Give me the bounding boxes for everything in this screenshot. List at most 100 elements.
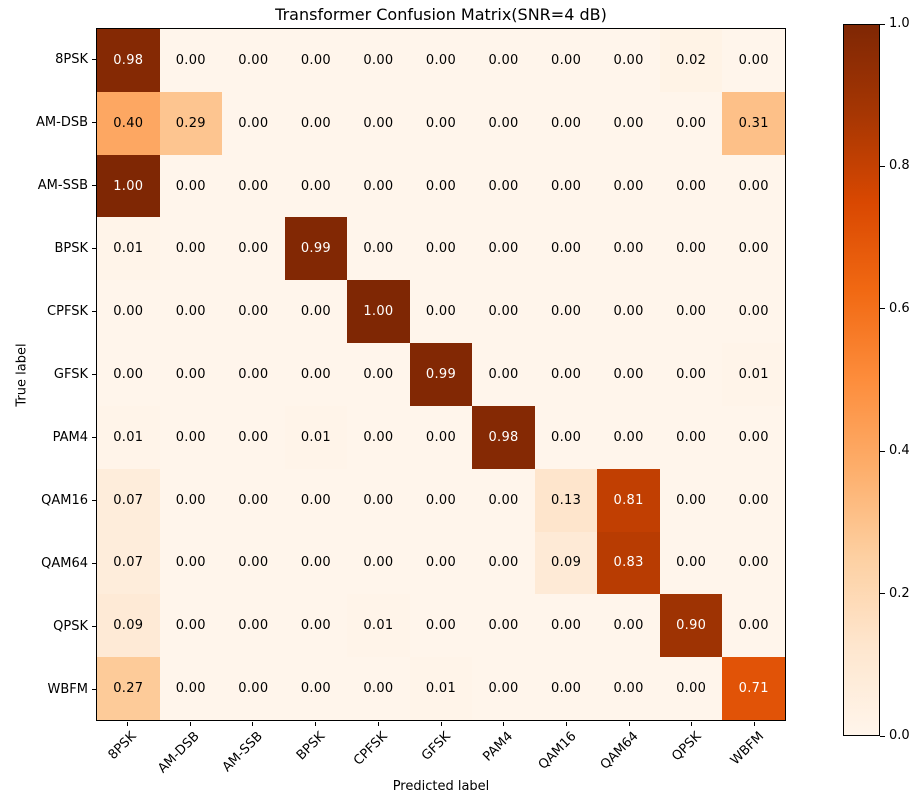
matrix-cell-AM-DSB-AM-SSB: 0.00: [222, 91, 285, 155]
matrix-cell-QPSK-BPSK: 0.00: [284, 594, 348, 658]
x-tick-label-GFSK: GFSK: [418, 729, 454, 764]
x-tick-mark: [691, 722, 693, 726]
matrix-cell-AM-SSB-8PSK: 1.00: [97, 154, 160, 218]
matrix-cell-QAM16-QAM64: 0.81: [597, 468, 660, 532]
colorbar-tick-mark: [880, 23, 885, 25]
matrix-cell-QAM64-WBFM: 0.00: [722, 531, 785, 595]
colorbar-tick-label-0.4: 0.4: [889, 443, 910, 459]
matrix-cell-QAM16-AM-SSB: 0.00: [222, 468, 285, 532]
x-tick-mark: [754, 722, 756, 726]
matrix-cell-AM-SSB-QAM64: 0.00: [597, 154, 660, 218]
matrix-cell-AM-SSB-QPSK: 0.00: [659, 154, 723, 218]
matrix-cell-CPFSK-GFSK: 0.00: [409, 280, 473, 344]
matrix-cell-CPFSK-AM-DSB: 0.00: [159, 280, 223, 344]
colorbar-gradient: [844, 25, 879, 735]
x-tick-mark: [126, 722, 128, 726]
y-tick-mark: [92, 248, 96, 249]
matrix-cell-WBFM-GFSK: 0.01: [409, 657, 473, 720]
matrix-cell-BPSK-CPFSK: 0.00: [347, 217, 410, 281]
matrix-cell-AM-SSB-BPSK: 0.00: [284, 154, 348, 218]
colorbar-tick-label-0.0: 0.0: [889, 728, 910, 743]
colorbar-tick-mark: [880, 165, 885, 167]
matrix-cell-CPFSK-AM-SSB: 0.00: [222, 280, 285, 344]
y-tick-label-PAM4: PAM4: [52, 429, 88, 445]
y-tick-mark: [92, 374, 96, 375]
x-tick-mark: [189, 722, 191, 726]
matrix-cell-AM-SSB-QAM16: 0.00: [534, 154, 598, 218]
matrix-cell-QAM64-PAM4: 0.00: [472, 531, 535, 595]
matrix-cell-AM-DSB-WBFM: 0.31: [722, 91, 785, 155]
colorbar-tick-label-0.6: 0.6: [889, 300, 910, 316]
x-tick-mark: [565, 722, 567, 726]
matrix-cell-WBFM-QPSK: 0.00: [659, 657, 723, 720]
colorbar-tick-label-0.8: 0.8: [889, 158, 910, 174]
matrix-cell-CPFSK-QPSK: 0.00: [659, 280, 723, 344]
matrix-cell-CPFSK-PAM4: 0.00: [472, 280, 535, 344]
matrix-cell-QAM64-GFSK: 0.00: [409, 531, 473, 595]
matrix-cell-QPSK-QAM64: 0.00: [597, 594, 660, 658]
y-tick-mark: [92, 122, 96, 123]
x-tick-label-PAM4: PAM4: [480, 729, 517, 765]
y-tick-label-WBFM: WBFM: [47, 681, 88, 697]
matrix-cell-8PSK-QPSK: 0.02: [659, 29, 723, 92]
matrix-cell-PAM4-QPSK: 0.00: [659, 405, 723, 469]
y-tick-label-BPSK: BPSK: [54, 240, 88, 256]
y-tick-label-QAM64: QAM64: [41, 555, 88, 571]
matrix-cell-8PSK-BPSK: 0.00: [284, 29, 348, 92]
chart-title: Transformer Confusion Matrix(SNR=4 dB): [275, 5, 607, 24]
matrix-cell-AM-DSB-GFSK: 0.00: [409, 91, 473, 155]
colorbar-tick-mark: [880, 735, 885, 737]
matrix-cell-QAM64-AM-SSB: 0.00: [222, 531, 285, 595]
matrix-cell-8PSK-8PSK: 0.98: [97, 29, 160, 92]
x-tick-label-QPSK: QPSK: [669, 729, 705, 765]
matrix-cell-GFSK-WBFM: 0.01: [722, 343, 785, 406]
matrix-cell-QAM64-8PSK: 0.07: [97, 531, 160, 595]
matrix-cell-WBFM-8PSK: 0.27: [97, 657, 160, 720]
matrix-cell-AM-SSB-PAM4: 0.00: [472, 154, 535, 218]
matrix-cell-PAM4-QAM16: 0.00: [534, 405, 598, 469]
y-tick-label-QPSK: QPSK: [53, 618, 88, 634]
matrix-cell-GFSK-BPSK: 0.00: [284, 343, 348, 406]
y-tick-mark: [92, 689, 96, 690]
matrix-cell-CPFSK-CPFSK: 1.00: [347, 280, 410, 344]
colorbar-tick-mark: [880, 593, 885, 595]
matrix-cell-GFSK-CPFSK: 0.00: [347, 343, 410, 406]
matrix-cell-BPSK-WBFM: 0.00: [722, 217, 785, 281]
colorbar-tick-label-1.0: 1.0: [889, 16, 910, 31]
y-tick-label-GFSK: GFSK: [53, 366, 88, 382]
matrix-cell-QAM16-AM-DSB: 0.00: [159, 468, 223, 532]
matrix-cell-QPSK-8PSK: 0.09: [97, 594, 160, 658]
matrix-cell-AM-DSB-CPFSK: 0.00: [347, 91, 410, 155]
matrix-cell-QAM16-CPFSK: 0.00: [347, 468, 410, 532]
x-tick-mark: [252, 722, 254, 726]
matrix-cell-QAM16-8PSK: 0.07: [97, 468, 160, 532]
matrix-cell-AM-SSB-AM-SSB: 0.00: [222, 154, 285, 218]
matrix-cell-AM-DSB-BPSK: 0.00: [284, 91, 348, 155]
matrix-cell-QAM64-AM-DSB: 0.00: [159, 531, 223, 595]
matrix-cell-AM-SSB-CPFSK: 0.00: [347, 154, 410, 218]
y-tick-mark: [92, 59, 96, 60]
matrix-cell-BPSK-QAM64: 0.00: [597, 217, 660, 281]
matrix-cell-QPSK-AM-DSB: 0.00: [159, 594, 223, 658]
matrix-cell-BPSK-AM-SSB: 0.00: [222, 217, 285, 281]
matrix-cell-GFSK-AM-DSB: 0.00: [159, 343, 223, 406]
matrix-cell-WBFM-CPFSK: 0.00: [347, 657, 410, 720]
matrix-cell-WBFM-BPSK: 0.00: [284, 657, 348, 720]
x-tick-label-8PSK: 8PSK: [106, 729, 140, 763]
matrix-cell-AM-SSB-AM-DSB: 0.00: [159, 154, 223, 218]
y-tick-mark: [92, 185, 96, 186]
x-tick-label-BPSK: BPSK: [293, 729, 329, 764]
matrix-cell-QPSK-GFSK: 0.00: [409, 594, 473, 658]
matrix-cell-QAM64-QAM64: 0.83: [597, 531, 660, 595]
matrix-cell-WBFM-AM-DSB: 0.00: [159, 657, 223, 720]
matrix-cell-QAM16-PAM4: 0.00: [472, 468, 535, 532]
y-tick-mark: [92, 500, 96, 501]
matrix-cell-BPSK-BPSK: 0.99: [284, 217, 348, 281]
matrix-cell-PAM4-PAM4: 0.98: [472, 405, 535, 469]
matrix-cell-BPSK-QPSK: 0.00: [659, 217, 723, 281]
matrix-cell-8PSK-WBFM: 0.00: [722, 29, 785, 92]
matrix-cell-BPSK-AM-DSB: 0.00: [159, 217, 223, 281]
matrix-cell-QPSK-CPFSK: 0.01: [347, 594, 410, 658]
matrix-cell-PAM4-AM-DSB: 0.00: [159, 405, 223, 469]
matrix-cell-PAM4-WBFM: 0.00: [722, 405, 785, 469]
